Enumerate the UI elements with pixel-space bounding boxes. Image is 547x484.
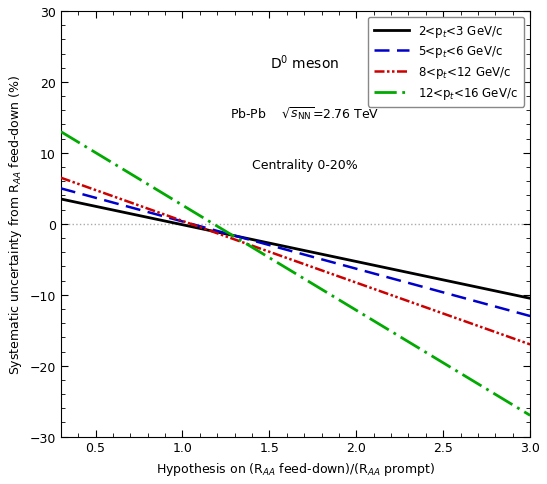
2<p$_{t}$<3 GeV/c: [281, 244, 287, 250]
5<p$_{t}$<6 GeV/c: [516, 310, 522, 316]
8<p$_{t}$<12 GeV/c: [516, 338, 522, 344]
5<p$_{t}$<6 GeV/c: [337, 262, 344, 268]
12<p$_{t}$<16 GeV/c: [57, 129, 64, 135]
8<p$_{t}$<12 GeV/c: [311, 265, 318, 271]
12<p$_{t}$<16 GeV/c: [283, 266, 290, 272]
Text: D$^{0}$ meson: D$^{0}$ meson: [270, 54, 340, 72]
12<p$_{t}$<16 GeV/c: [516, 406, 522, 411]
Line: 5<p$_{t}$<6 GeV/c: 5<p$_{t}$<6 GeV/c: [61, 189, 530, 317]
Line: 2<p$_{t}$<3 GeV/c: 2<p$_{t}$<3 GeV/c: [61, 199, 530, 299]
Legend: 2<p$_{t}$<3 GeV/c, 5<p$_{t}$<6 GeV/c, 8<p$_{t}$<12 GeV/c, 12<p$_{t}$<16 GeV/c: 2<p$_{t}$<3 GeV/c, 5<p$_{t}$<6 GeV/c, 8<…: [368, 18, 524, 107]
8<p$_{t}$<12 GeV/c: [442, 312, 449, 318]
2<p$_{t}$<3 GeV/c: [527, 296, 533, 302]
Y-axis label: Systematic uncertainty from R$_{AA}$ feed-down (%): Systematic uncertainty from R$_{AA}$ fee…: [7, 75, 24, 374]
Line: 12<p$_{t}$<16 GeV/c: 12<p$_{t}$<16 GeV/c: [61, 132, 530, 415]
2<p$_{t}$<3 GeV/c: [337, 256, 344, 261]
8<p$_{t}$<12 GeV/c: [337, 274, 344, 280]
8<p$_{t}$<12 GeV/c: [527, 342, 533, 348]
2<p$_{t}$<3 GeV/c: [311, 250, 318, 256]
2<p$_{t}$<3 GeV/c: [57, 197, 64, 202]
5<p$_{t}$<6 GeV/c: [281, 246, 287, 252]
5<p$_{t}$<6 GeV/c: [527, 314, 533, 319]
Text: Centrality 0-20%: Centrality 0-20%: [252, 158, 358, 171]
12<p$_{t}$<16 GeV/c: [311, 283, 318, 288]
Text: Pb-Pb    $\sqrt{s_{\rm NN}}$=2.76 TeV: Pb-Pb $\sqrt{s_{\rm NN}}$=2.76 TeV: [230, 106, 380, 122]
X-axis label: Hypothesis on (R$_{AA}$ feed-down)/(R$_{AA}$ prompt): Hypothesis on (R$_{AA}$ feed-down)/(R$_{…: [156, 460, 435, 477]
8<p$_{t}$<12 GeV/c: [283, 256, 290, 261]
5<p$_{t}$<6 GeV/c: [442, 290, 449, 296]
2<p$_{t}$<3 GeV/c: [442, 278, 449, 284]
8<p$_{t}$<12 GeV/c: [281, 255, 287, 260]
12<p$_{t}$<16 GeV/c: [281, 264, 287, 270]
12<p$_{t}$<16 GeV/c: [337, 298, 344, 304]
5<p$_{t}$<6 GeV/c: [57, 186, 64, 192]
5<p$_{t}$<6 GeV/c: [283, 247, 290, 253]
8<p$_{t}$<12 GeV/c: [57, 175, 64, 181]
Line: 8<p$_{t}$<12 GeV/c: 8<p$_{t}$<12 GeV/c: [61, 178, 530, 345]
2<p$_{t}$<3 GeV/c: [516, 293, 522, 299]
12<p$_{t}$<16 GeV/c: [442, 362, 449, 367]
5<p$_{t}$<6 GeV/c: [311, 255, 318, 261]
12<p$_{t}$<16 GeV/c: [527, 412, 533, 418]
2<p$_{t}$<3 GeV/c: [283, 244, 290, 250]
